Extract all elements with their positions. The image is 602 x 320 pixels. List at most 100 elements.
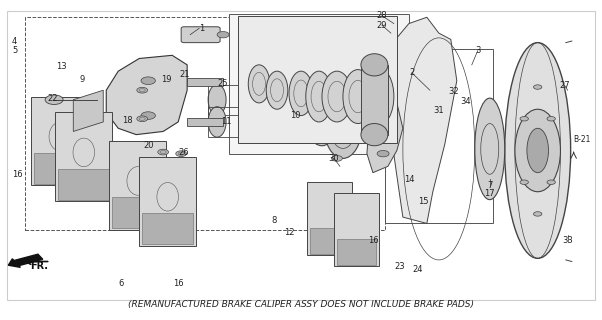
Ellipse shape xyxy=(266,71,288,109)
Circle shape xyxy=(217,32,229,38)
Text: 32: 32 xyxy=(448,87,459,96)
Bar xyxy=(112,197,163,228)
Circle shape xyxy=(176,151,187,156)
Text: B-21: B-21 xyxy=(574,135,591,144)
Circle shape xyxy=(547,116,556,121)
Text: 12: 12 xyxy=(284,228,294,237)
Circle shape xyxy=(158,149,169,155)
Text: 22: 22 xyxy=(47,94,58,103)
Text: 34: 34 xyxy=(461,97,471,106)
Bar xyxy=(187,78,223,86)
Ellipse shape xyxy=(527,128,548,173)
Circle shape xyxy=(533,212,542,216)
Bar xyxy=(25,17,385,230)
Bar xyxy=(187,118,223,126)
Text: 16: 16 xyxy=(12,170,23,179)
Ellipse shape xyxy=(361,54,388,76)
Bar xyxy=(31,97,88,185)
Text: 24: 24 xyxy=(412,265,423,274)
Text: 30: 30 xyxy=(329,154,340,163)
Bar xyxy=(208,84,238,115)
Text: 26: 26 xyxy=(179,148,190,156)
Text: 15: 15 xyxy=(418,197,429,206)
Polygon shape xyxy=(385,17,457,223)
Circle shape xyxy=(137,87,147,93)
Bar xyxy=(310,228,349,253)
Text: 20: 20 xyxy=(143,141,154,150)
Bar xyxy=(385,49,493,223)
Ellipse shape xyxy=(343,69,373,124)
Circle shape xyxy=(137,116,147,122)
Ellipse shape xyxy=(208,84,226,115)
Ellipse shape xyxy=(208,107,226,137)
Bar xyxy=(34,153,85,184)
Text: 8: 8 xyxy=(272,216,277,225)
Bar xyxy=(361,65,388,135)
Polygon shape xyxy=(367,90,403,173)
Ellipse shape xyxy=(515,109,560,192)
Bar xyxy=(229,14,409,154)
Bar xyxy=(58,169,109,200)
Bar xyxy=(307,182,352,255)
Ellipse shape xyxy=(475,98,504,200)
Text: 31: 31 xyxy=(433,106,444,115)
Circle shape xyxy=(141,77,155,84)
Text: 2: 2 xyxy=(409,68,415,77)
Ellipse shape xyxy=(306,71,332,122)
Bar xyxy=(139,157,196,246)
Polygon shape xyxy=(106,55,187,135)
Text: 23: 23 xyxy=(394,262,405,271)
Ellipse shape xyxy=(289,71,313,116)
Text: (REMANUFACTURED BRAKE CALIPER ASSY DOES NOT INCLUDE BRAKE PADS): (REMANUFACTURED BRAKE CALIPER ASSY DOES … xyxy=(128,300,474,309)
Text: 25: 25 xyxy=(218,79,228,88)
Text: 18: 18 xyxy=(122,116,132,125)
Circle shape xyxy=(332,156,343,161)
Text: 1: 1 xyxy=(199,24,205,33)
Circle shape xyxy=(520,116,529,121)
Text: 11: 11 xyxy=(221,117,231,126)
FancyBboxPatch shape xyxy=(181,27,220,43)
FancyArrow shape xyxy=(8,254,43,267)
Text: 16: 16 xyxy=(368,236,378,245)
Ellipse shape xyxy=(304,82,340,146)
Bar xyxy=(142,213,193,244)
Bar xyxy=(238,16,397,142)
Ellipse shape xyxy=(269,60,303,120)
Text: 13: 13 xyxy=(56,62,67,71)
Circle shape xyxy=(45,95,63,105)
Text: 5: 5 xyxy=(12,46,17,55)
Bar xyxy=(337,239,376,265)
Text: 21: 21 xyxy=(179,70,190,79)
Ellipse shape xyxy=(364,68,394,125)
Ellipse shape xyxy=(324,92,362,158)
Circle shape xyxy=(520,180,529,184)
Bar xyxy=(109,141,166,230)
Bar xyxy=(55,112,112,201)
Text: 4: 4 xyxy=(12,36,17,45)
Ellipse shape xyxy=(287,73,321,133)
Bar xyxy=(208,107,238,137)
Text: 33: 33 xyxy=(562,236,573,245)
Text: 28: 28 xyxy=(377,11,387,20)
Bar xyxy=(334,193,379,266)
Text: 16: 16 xyxy=(173,279,184,288)
Text: 3: 3 xyxy=(475,46,480,55)
Text: 7: 7 xyxy=(487,181,492,190)
Text: 29: 29 xyxy=(377,21,387,30)
Text: 17: 17 xyxy=(485,189,495,198)
Circle shape xyxy=(377,150,389,157)
Circle shape xyxy=(547,180,556,184)
Circle shape xyxy=(533,85,542,89)
Text: 6: 6 xyxy=(119,279,124,288)
Circle shape xyxy=(141,112,155,119)
Text: 27: 27 xyxy=(559,81,570,90)
Circle shape xyxy=(377,116,389,122)
Text: 14: 14 xyxy=(403,174,414,184)
Ellipse shape xyxy=(322,71,352,122)
Text: 9: 9 xyxy=(79,75,85,84)
Ellipse shape xyxy=(361,124,388,146)
Ellipse shape xyxy=(248,65,270,103)
Text: 10: 10 xyxy=(290,111,300,120)
Text: 19: 19 xyxy=(161,75,172,84)
Ellipse shape xyxy=(504,43,571,258)
